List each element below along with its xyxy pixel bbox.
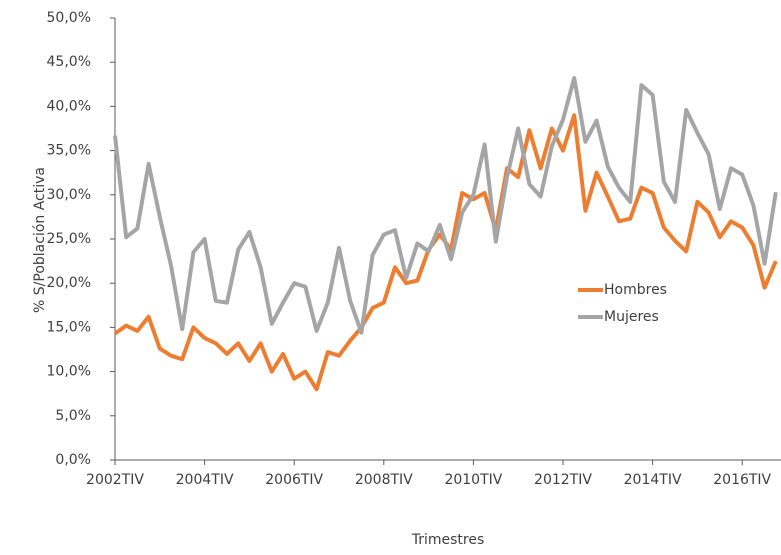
- y-tick-label: 50,0%: [47, 10, 91, 26]
- x-tick-label: 2004TIV: [176, 472, 234, 488]
- y-tick-label: 40,0%: [47, 98, 91, 114]
- x-tick-label: 2014TIV: [624, 472, 682, 488]
- x-tick-label: 2008TIV: [355, 472, 413, 488]
- y-tick-label: 45,0%: [47, 54, 91, 70]
- legend-label: Mujeres: [604, 309, 659, 325]
- y-tick-label: 20,0%: [47, 275, 91, 291]
- y-tick-label: 15,0%: [47, 319, 91, 335]
- y-tick-label: 10,0%: [47, 364, 91, 380]
- x-tick-label: 2016TIV: [713, 472, 771, 488]
- series-line: [113, 113, 778, 392]
- series-line: [113, 76, 778, 335]
- y-tick-label: 0,0%: [55, 452, 91, 468]
- y-axis-label: % S/Población Activa: [32, 167, 48, 313]
- y-tick-label: 35,0%: [47, 143, 91, 159]
- x-tick-label: 2012TIV: [534, 472, 592, 488]
- x-axis-label: Trimestres: [411, 532, 485, 548]
- y-tick-label: 25,0%: [47, 231, 91, 247]
- y-tick-label: 30,0%: [47, 187, 91, 203]
- x-tick-label: 2006TIV: [265, 472, 323, 488]
- legend-label: Hombres: [604, 282, 667, 298]
- x-tick-label: 2010TIV: [444, 472, 502, 488]
- y-tick-label: 5,0%: [55, 408, 91, 424]
- x-tick-label: 2002TIV: [86, 472, 144, 488]
